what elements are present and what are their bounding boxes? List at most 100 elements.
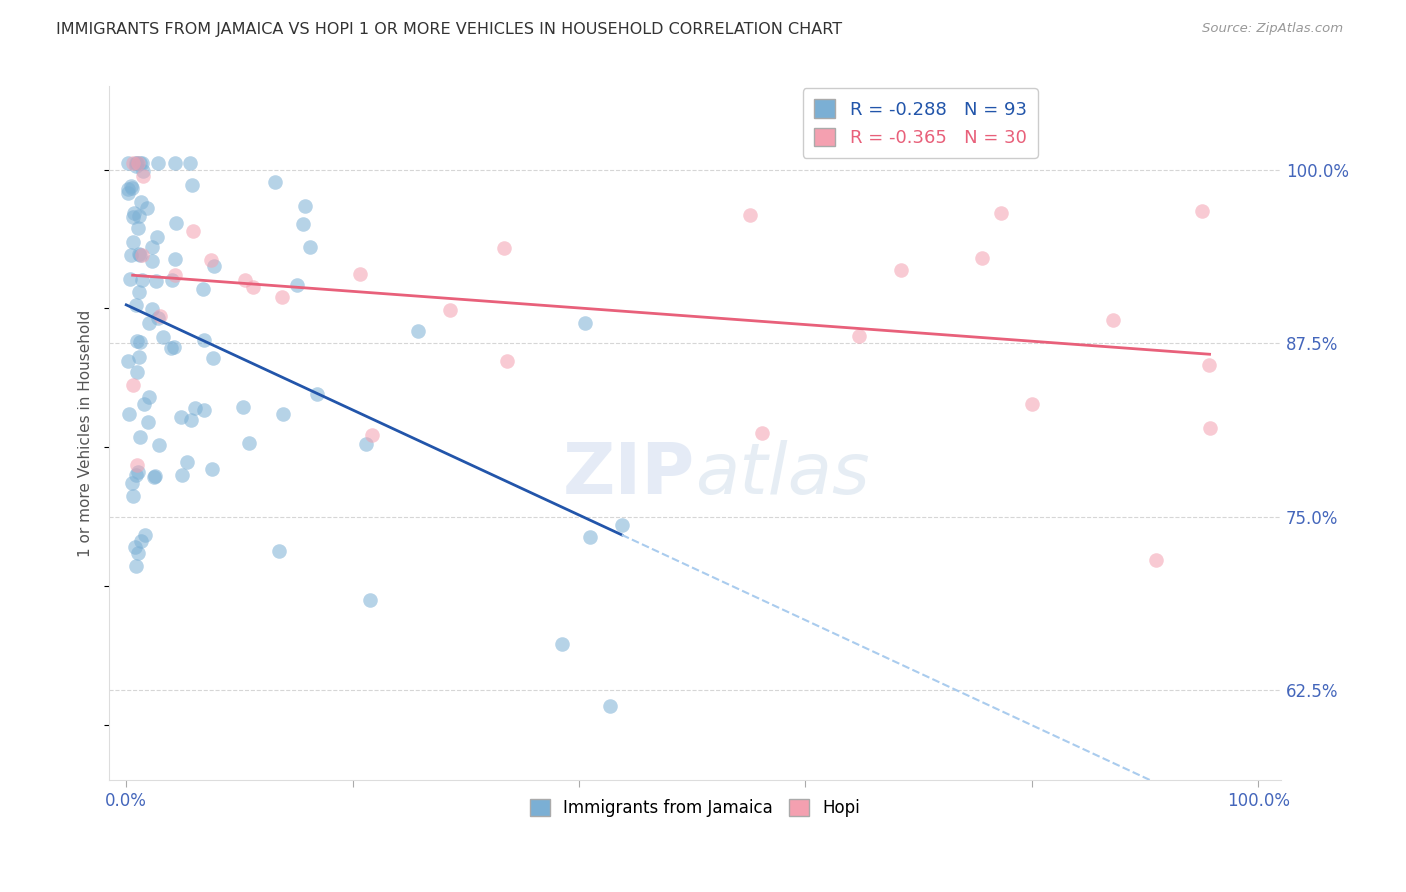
Point — [124, 298, 146, 312]
Point — [145, 274, 167, 288]
Text: Source: ZipAtlas.com: Source: ZipAtlas.com — [1202, 22, 1343, 36]
Point — [129, 155, 152, 169]
Point — [146, 311, 169, 326]
Point — [299, 240, 322, 254]
Text: ZIP: ZIP — [562, 441, 695, 509]
Point — [179, 155, 201, 169]
Point — [200, 252, 222, 267]
Point — [359, 593, 381, 607]
Y-axis label: 1 or more Vehicles in Household: 1 or more Vehicles in Household — [79, 310, 93, 557]
Point — [141, 254, 163, 268]
Point — [146, 155, 169, 169]
Point — [128, 247, 150, 261]
Point — [990, 205, 1012, 219]
Point — [170, 409, 193, 424]
Point — [117, 186, 139, 200]
Point — [121, 155, 143, 169]
Point — [121, 489, 143, 503]
Point — [132, 163, 155, 178]
Point — [271, 407, 294, 421]
Point — [141, 240, 163, 254]
Point — [146, 230, 169, 244]
Point — [117, 155, 139, 169]
Point — [269, 544, 291, 558]
Point — [579, 530, 602, 544]
Point — [1191, 203, 1213, 218]
Point — [149, 310, 172, 324]
Point — [354, 437, 377, 451]
Point — [131, 155, 153, 169]
Point — [349, 267, 371, 281]
Point — [125, 458, 148, 472]
Point — [121, 476, 143, 491]
Point — [492, 241, 515, 255]
Point — [131, 273, 153, 287]
Point — [970, 251, 993, 265]
Point — [132, 397, 155, 411]
Point — [122, 206, 145, 220]
Point — [121, 180, 143, 194]
Point — [271, 290, 294, 304]
Point — [128, 351, 150, 365]
Point — [751, 425, 773, 440]
Point — [285, 278, 308, 293]
Point — [127, 155, 149, 169]
Point — [165, 216, 187, 230]
Point — [232, 401, 254, 415]
Point — [125, 155, 148, 169]
Point — [202, 351, 225, 365]
Point — [740, 208, 762, 222]
Point — [193, 333, 215, 347]
Point — [307, 387, 329, 401]
Point — [181, 178, 204, 193]
Point — [361, 428, 384, 442]
Point — [1102, 313, 1125, 327]
Point — [128, 210, 150, 224]
Point — [117, 353, 139, 368]
Point — [172, 467, 194, 482]
Point — [263, 175, 285, 189]
Point — [152, 330, 174, 344]
Point — [125, 467, 148, 482]
Point — [121, 235, 143, 250]
Point — [1198, 358, 1220, 372]
Point — [163, 339, 186, 353]
Point — [292, 218, 315, 232]
Point — [124, 540, 146, 554]
Point — [118, 407, 141, 421]
Point — [138, 317, 160, 331]
Point — [599, 698, 621, 713]
Point — [148, 437, 170, 451]
Point — [163, 268, 186, 282]
Point — [242, 280, 264, 294]
Point — [574, 316, 596, 330]
Point — [125, 334, 148, 349]
Point — [127, 465, 149, 479]
Point — [160, 341, 183, 355]
Point — [131, 247, 153, 261]
Point — [610, 518, 633, 533]
Point — [176, 455, 198, 469]
Point — [135, 202, 157, 216]
Point — [202, 259, 225, 273]
Point — [184, 401, 207, 416]
Point — [131, 195, 153, 210]
Point — [238, 435, 260, 450]
Point — [193, 282, 215, 296]
Point — [129, 247, 152, 261]
Text: atlas: atlas — [695, 441, 870, 509]
Text: IMMIGRANTS FROM JAMAICA VS HOPI 1 OR MORE VEHICLES IN HOUSEHOLD CORRELATION CHAR: IMMIGRANTS FROM JAMAICA VS HOPI 1 OR MOR… — [56, 22, 842, 37]
Point — [117, 182, 139, 196]
Point — [128, 335, 150, 350]
Point — [495, 353, 517, 368]
Point — [128, 285, 150, 299]
Point — [1144, 553, 1167, 567]
Point — [1021, 397, 1043, 411]
Point — [136, 415, 159, 429]
Legend: Immigrants from Jamaica, Hopi: Immigrants from Jamaica, Hopi — [523, 792, 868, 824]
Point — [134, 527, 156, 541]
Point — [127, 155, 149, 169]
Point — [848, 329, 870, 343]
Point — [124, 558, 146, 573]
Point — [143, 468, 166, 483]
